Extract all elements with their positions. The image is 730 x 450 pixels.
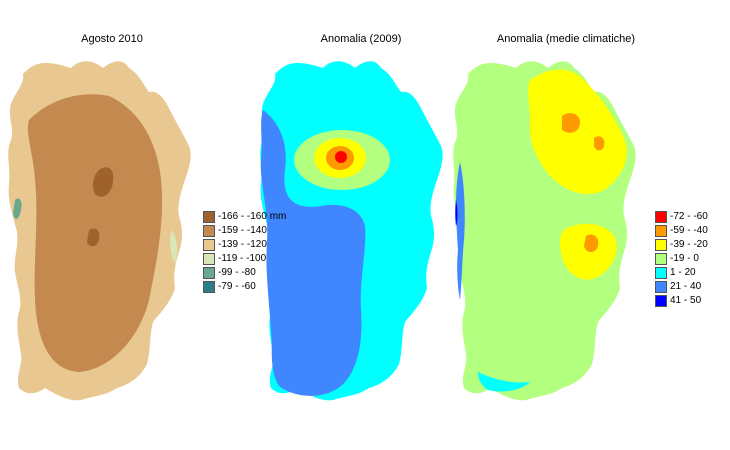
legend-swatch [655,267,667,279]
legend-item: -39 - -20 [655,238,708,252]
legend-label: -99 - -80 [218,267,256,278]
legend-item: -19 - 0 [655,252,708,266]
legend-label: -72 - -60 [670,211,708,222]
legend-swatch [203,267,215,279]
legend-item: -139 - -120 [203,238,286,252]
legend-label: -79 - -60 [218,281,256,292]
legend-agosto-2010: -166 - -160 mm -159 - -140 -139 - -120 -… [203,210,286,294]
legend-item: -119 - -100 [203,252,286,266]
legend-label: 41 - 50 [670,295,702,306]
legend-label: -166 - -160 mm [218,211,287,222]
map-anomalia-2009 [260,61,443,401]
legend-item: -159 - -140 [203,224,286,238]
legend-item: 1 - 20 [655,266,708,280]
panel-title-anomalia-2009: Anomalia (2009) [320,33,402,45]
legend-swatch [655,225,667,237]
panel-title-anomalia-medie: Anomalia (medie climatiche) [496,33,636,45]
legend-label: -159 - -140 [218,225,267,236]
map-anomalia-medie-climatiche [453,61,636,401]
legend-item: 41 - 50 [655,294,708,308]
map-agosto-2010 [8,61,191,401]
legend-label: -139 - -120 [218,239,267,250]
panel-title-agosto-2010: Agosto 2010 [81,33,143,45]
legend-label: -59 - -40 [670,225,708,236]
legend-swatch [203,239,215,251]
legend-label: 1 - 20 [670,267,696,278]
legend-item: -99 - -80 [203,266,286,280]
legend-swatch [203,253,215,265]
legend-label: -39 - -20 [670,239,708,250]
legend-swatch [655,253,667,265]
legend-item: -72 - -60 [655,210,708,224]
legend-item: -59 - -40 [655,224,708,238]
legend-swatch [655,239,667,251]
legend-label: -119 - -100 [218,253,267,264]
legend-label: 21 - 40 [670,281,702,292]
legend-item: -166 - -160 mm [203,210,286,224]
legend-swatch [655,281,667,293]
legend-swatch [203,281,215,293]
legend-anomalia: -72 - -60 -59 - -40 -39 - -20 -19 - 0 1 … [655,210,708,308]
legend-swatch [203,211,215,223]
legend-item: 21 - 40 [655,280,708,294]
legend-label: -19 - 0 [670,253,699,264]
legend-swatch [655,211,667,223]
legend-item: -79 - -60 [203,280,286,294]
legend-swatch [655,295,667,307]
legend-swatch [203,225,215,237]
